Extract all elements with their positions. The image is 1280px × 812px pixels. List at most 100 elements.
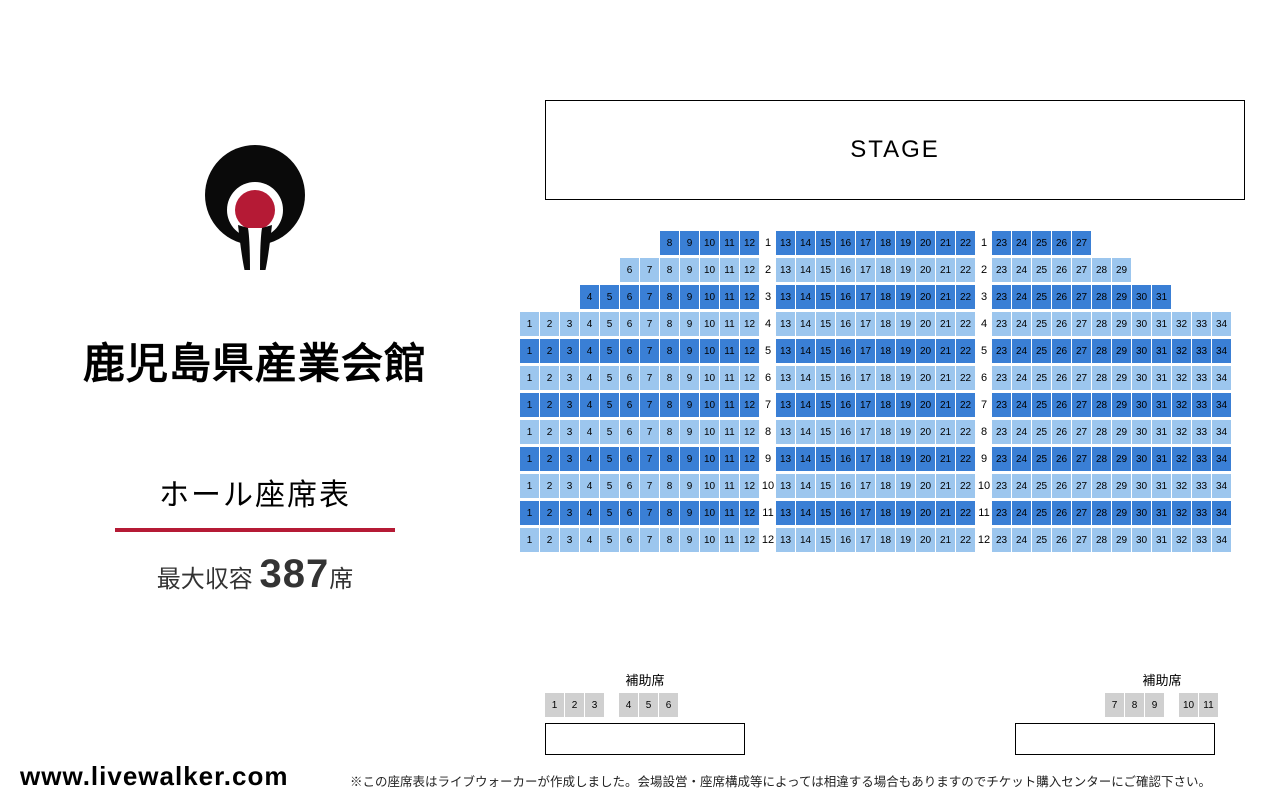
seat: 28 [1092,420,1111,444]
extra-seats-left: 補助席 123456 [545,670,745,755]
seat: 9 [680,231,699,255]
booth-left [545,723,745,755]
seat: 24 [1012,285,1031,309]
seat: 13 [776,528,795,552]
seat: 6 [620,285,639,309]
seat: 20 [916,366,935,390]
seat: 29 [1112,393,1131,417]
seat: 6 [620,474,639,498]
seat: 19 [896,366,915,390]
seat: 8 [660,231,679,255]
seat: 20 [916,447,935,471]
seat: 4 [580,528,599,552]
seat: 18 [876,393,895,417]
seat: 1 [520,447,539,471]
seat: 12 [740,366,759,390]
seat: 10 [700,339,719,363]
seat: 14 [796,312,815,336]
seat: 13 [776,258,795,282]
seating-chart: 8910111211314151617181920212212324252627… [520,230,1270,554]
seat: 16 [836,501,855,525]
seat: 21 [936,501,955,525]
seat: 21 [936,447,955,471]
seat: 16 [836,447,855,471]
seat: 23 [992,501,1011,525]
seat: 10 [700,231,719,255]
seat: 17 [856,501,875,525]
seat: 10 [700,501,719,525]
seat: 33 [1192,501,1211,525]
seat: 28 [1092,258,1111,282]
seat: 25 [1032,258,1051,282]
seat: 26 [1052,393,1071,417]
seat: 21 [936,528,955,552]
seat: 9 [680,339,699,363]
seat: 10 [700,528,719,552]
seat: 33 [1192,420,1211,444]
seat: 6 [620,420,639,444]
seat: 27 [1072,420,1091,444]
seat: 8 [660,393,679,417]
seat: 27 [1072,366,1091,390]
seat: 4 [580,447,599,471]
seat: 21 [936,231,955,255]
seat: 27 [1072,285,1091,309]
seat: 13 [776,339,795,363]
seat: 21 [936,420,955,444]
seat: 26 [1052,231,1071,255]
seat: 2 [540,474,559,498]
seat: 25 [1032,501,1051,525]
seat: 7 [640,285,659,309]
seat: 8 [660,528,679,552]
seat: 15 [816,312,835,336]
seat: 8 [660,285,679,309]
seat: 14 [796,447,815,471]
seat: 3 [560,393,579,417]
extra-seats-right: 補助席 7891011 [1105,670,1219,755]
seat: 28 [1092,366,1111,390]
seat: 16 [836,231,855,255]
seat: 10 [700,366,719,390]
seat: 11 [720,447,739,471]
seat: 25 [1032,474,1051,498]
seat: 17 [856,366,875,390]
seat: 33 [1192,339,1211,363]
seat: 13 [776,474,795,498]
seat: 8 [660,312,679,336]
seat: 21 [936,366,955,390]
seat: 24 [1012,231,1031,255]
seat: 24 [1012,501,1031,525]
seat: 25 [1032,231,1051,255]
seat: 30 [1132,501,1151,525]
seat: 8 [660,420,679,444]
seat: 15 [816,393,835,417]
seat: 1 [520,474,539,498]
seat: 32 [1172,420,1191,444]
seat: 3 [560,501,579,525]
seat: 30 [1132,312,1151,336]
seat: 19 [896,474,915,498]
seat: 2 [540,339,559,363]
seat: 28 [1092,312,1111,336]
seat: 25 [1032,312,1051,336]
seat: 17 [856,258,875,282]
seat: 26 [1052,501,1071,525]
seat: 21 [936,393,955,417]
seat: 29 [1112,447,1131,471]
seat: 11 [720,366,739,390]
seat: 8 [660,474,679,498]
seat: 19 [896,285,915,309]
seat: 21 [936,339,955,363]
seat: 19 [896,231,915,255]
seat: 10 [700,312,719,336]
extra-seat: 4 [619,693,638,717]
seat: 22 [956,258,975,282]
seat: 2 [540,420,559,444]
seat: 19 [896,393,915,417]
seat: 6 [620,339,639,363]
seat: 10 [700,258,719,282]
seat: 29 [1112,366,1131,390]
seat: 19 [896,501,915,525]
seat: 32 [1172,501,1191,525]
seat: 22 [956,339,975,363]
